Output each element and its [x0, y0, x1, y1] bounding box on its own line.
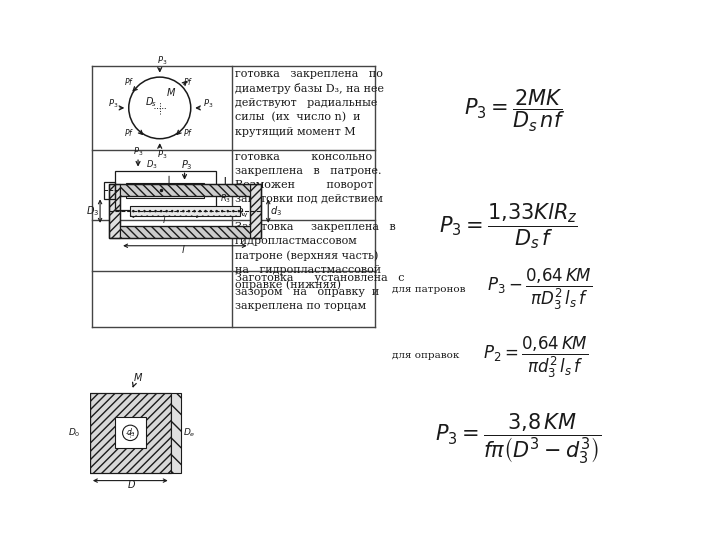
Bar — [171, 393, 181, 473]
Text: готовка         консольно
закреплена   в   патроне.
Возможен         поворот
заг: готовка консольно закреплена в патроне. … — [235, 152, 383, 218]
Text: $P_3$: $P_3$ — [158, 148, 168, 161]
Text: $d_3$: $d_3$ — [127, 426, 136, 438]
Text: для патронов: для патронов — [392, 285, 466, 294]
Text: $Pf$: $Pf$ — [124, 76, 134, 86]
Bar — [120, 197, 250, 226]
Bar — [109, 184, 120, 238]
Text: $P_3 = \dfrac{1{,}33KlR_z}{D_s\,f}$: $P_3 = \dfrac{1{,}33KlR_z}{D_s\,f}$ — [439, 201, 578, 251]
Text: $P_2 = \dfrac{0{,}64\,KM}{\pi d_3^2\,l_s\,f}$: $P_2 = \dfrac{0{,}64\,KM}{\pi d_3^2\,l_s… — [483, 335, 588, 380]
Text: $Pf$: $Pf$ — [183, 76, 194, 86]
Text: $P_3 = \dfrac{3{,}8\,KM}{f\pi\left(D^3-d_3^3\right)}$: $P_3 = \dfrac{3{,}8\,KM}{f\pi\left(D^3-d… — [436, 411, 602, 465]
Text: $P_3 = \dfrac{2MK}{D_s\,nf}$: $P_3 = \dfrac{2MK}{D_s\,nf}$ — [464, 88, 565, 134]
Text: $D_e$: $D_e$ — [183, 426, 196, 438]
Text: $P_3$: $P_3$ — [181, 158, 192, 172]
Text: $R_3$: $R_3$ — [220, 192, 231, 205]
Text: $d_3$: $d_3$ — [270, 204, 282, 218]
Bar — [114, 417, 145, 448]
Text: $P_3$: $P_3$ — [203, 97, 214, 110]
Text: готовка   закреплена   по
диаметру базы D₃, на нее
действуют   радиальные
силы  : готовка закреплена по диаметру базы D₃, … — [235, 69, 384, 137]
Bar — [120, 226, 250, 238]
Text: $P_3$: $P_3$ — [133, 146, 144, 158]
Text: $D_{\!s}$: $D_{\!s}$ — [145, 96, 157, 110]
Text: $D$: $D$ — [127, 478, 136, 490]
Bar — [130, 206, 240, 217]
Text: $Pf$: $Pf$ — [124, 127, 134, 138]
Text: $D_0$: $D_0$ — [68, 426, 81, 438]
Text: Заготовка      установлена   с
зазором   на   оправку  и
закреплена по торцам: Заготовка установлена с зазором на оправ… — [235, 273, 405, 310]
Text: $M$: $M$ — [166, 86, 176, 98]
Bar — [109, 184, 261, 238]
Bar — [79, 393, 90, 473]
Text: $Pf$: $Pf$ — [183, 127, 194, 138]
Text: |: | — [222, 178, 226, 192]
Bar — [120, 184, 250, 197]
Text: $P_3 - \dfrac{0{,}64\,KM}{\pi D_3^2\,l_s\,f}$: $P_3 - \dfrac{0{,}64\,KM}{\pi D_3^2\,l_s… — [487, 267, 592, 312]
Text: $M$: $M$ — [132, 372, 143, 383]
Text: $P_3$: $P_3$ — [108, 97, 118, 110]
Text: Заготовка     закреплена   в
гидропластмассовом
патроне (верхняя часть)
на   гид: Заготовка закреплена в гидропластмассово… — [235, 222, 396, 289]
Text: $l$: $l$ — [181, 244, 186, 255]
Bar — [250, 184, 261, 238]
Bar — [127, 183, 204, 198]
Circle shape — [122, 425, 138, 441]
Text: $P_3$: $P_3$ — [158, 54, 168, 67]
Bar — [104, 182, 114, 199]
Bar — [90, 393, 171, 473]
Bar — [114, 171, 215, 210]
Text: $l$: $l$ — [162, 214, 166, 225]
Text: для оправок: для оправок — [392, 350, 459, 360]
Text: $D_3$: $D_3$ — [145, 158, 158, 171]
Text: $D_3$: $D_3$ — [86, 204, 99, 218]
